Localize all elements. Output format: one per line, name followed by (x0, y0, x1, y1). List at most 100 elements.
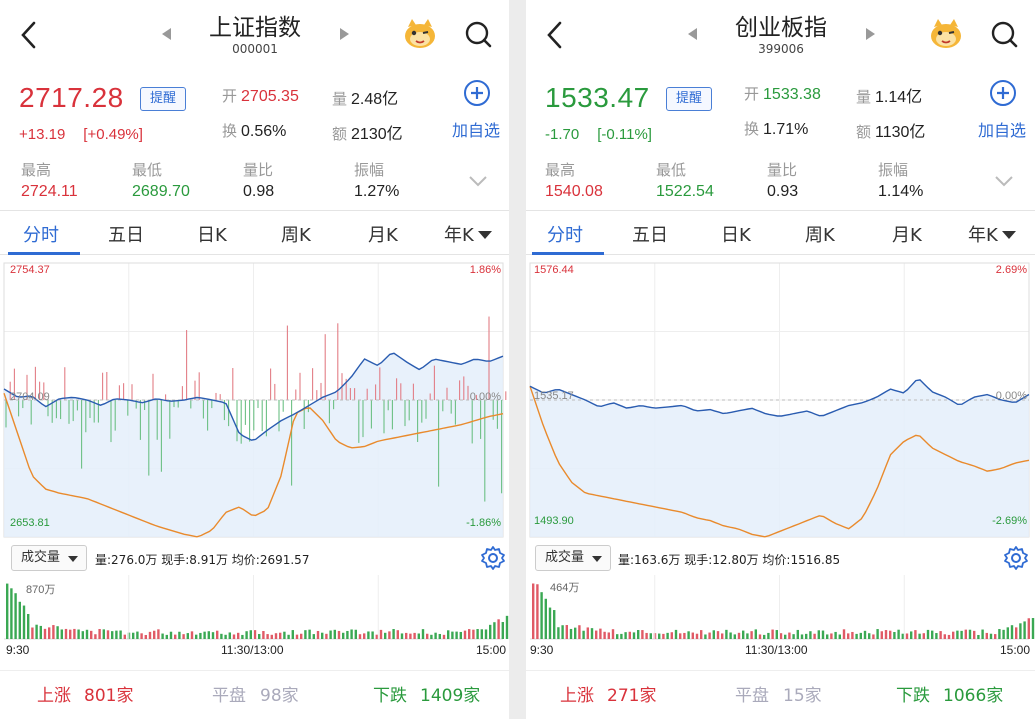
price-area (530, 379, 1029, 537)
volume-up-bar (358, 634, 362, 639)
prev-index-icon[interactable] (688, 28, 697, 40)
price-line (3, 352, 504, 441)
mascot-icon[interactable] (928, 15, 964, 51)
ratio-value: 0.98 (243, 183, 275, 200)
volume-max-label: 870万 (26, 584, 56, 596)
index-code: 000001 (232, 42, 278, 56)
next-index-icon[interactable] (866, 28, 875, 40)
tab-weekly-k[interactable]: 周K (281, 225, 311, 246)
intraday-chart[interactable] (0, 255, 509, 540)
volume-down-bar (447, 630, 450, 639)
tab-yearly-k[interactable]: 年K (444, 221, 492, 247)
volume-up-bar (279, 632, 282, 639)
volume-down-bar (901, 633, 904, 639)
volume-down-bar (574, 627, 577, 639)
dropdown-caret-icon (1001, 231, 1016, 239)
search-icon[interactable] (463, 19, 493, 49)
volume-up-bar (721, 633, 724, 639)
volume-down-bar (658, 633, 661, 639)
remind-button[interactable]: 提醒 (666, 87, 712, 111)
up-count: 801家 (84, 686, 134, 706)
volume-down-bar (687, 631, 690, 639)
volume-down-bar (859, 632, 862, 639)
volume-up-bar (691, 632, 694, 639)
volume-down-bar (111, 631, 114, 639)
high-value: 1540.08 (545, 183, 603, 200)
volume-up-bar (994, 634, 997, 639)
volume-up-bar (182, 634, 185, 639)
volume-bars (532, 583, 1035, 639)
volume-down-bar (476, 629, 479, 639)
prev-index-icon[interactable] (162, 28, 171, 40)
next-index-icon[interactable] (340, 28, 349, 40)
volume-dropdown[interactable]: 成交量 (535, 545, 611, 571)
volume-down-bar (863, 630, 867, 639)
volume-up-bar (463, 630, 467, 639)
volume-up-bar (952, 631, 955, 639)
tab-intraday[interactable]: 分时 (23, 225, 59, 246)
back-arrow-icon[interactable] (544, 20, 566, 50)
tab-monthly-k[interactable]: 月K (892, 225, 922, 246)
volume-up-bar (695, 633, 699, 639)
chevron-down-icon[interactable] (993, 174, 1015, 188)
volume-down-bar (199, 632, 202, 639)
volume-down-bar (729, 632, 732, 639)
chevron-down-icon[interactable] (467, 174, 489, 188)
volume-down-bar (346, 630, 349, 639)
add-watchlist-icon[interactable] (989, 79, 1017, 107)
volume-up-bar (1015, 627, 1018, 639)
volume-down-bar (1002, 629, 1005, 639)
search-icon[interactable] (989, 19, 1019, 49)
volume-up-bar (595, 630, 598, 639)
mascot-icon[interactable] (402, 15, 438, 51)
volume-down-bar (384, 632, 387, 639)
flat-count: 15家 (783, 686, 822, 706)
volume-down-bar (354, 629, 357, 639)
volume-down-bar (1006, 627, 1009, 639)
volume-down-bar (998, 629, 1001, 639)
volume-info: 量:163.6万 现手:12.80万 均价:1516.85 (618, 553, 841, 567)
volume-down-bar (897, 629, 900, 639)
tab-yearly-k[interactable]: 年K (968, 221, 1016, 247)
tab-five-day[interactable]: 五日 (108, 225, 144, 246)
volume-up-bar (266, 634, 269, 639)
volume-up-bar (106, 630, 110, 639)
volume-toolbar: 成交量 量:163.6万 现手:12.80万 均价:1516.85 (526, 542, 1035, 574)
volume-down-bar (582, 630, 585, 639)
volume-down-bar (228, 632, 231, 639)
gear-icon[interactable] (1003, 545, 1029, 571)
volume-up-bar (316, 630, 320, 639)
price-area (4, 353, 503, 537)
volume-down-bar (115, 630, 118, 639)
volume-up-bar (914, 630, 917, 639)
volume-down-bar (754, 629, 757, 639)
add-watchlist-label[interactable]: 加自选 (452, 121, 501, 140)
volume-up-bar (300, 633, 303, 639)
gear-icon[interactable] (480, 545, 506, 571)
change-percent: [+0.49%] (83, 126, 143, 143)
tab-daily-k[interactable]: 日K (197, 225, 227, 246)
axis-top-price: 1576.44 (534, 264, 574, 276)
volume-dropdown[interactable]: 成交量 (11, 545, 87, 571)
volume-down-bar (960, 630, 963, 639)
tab-intraday[interactable]: 分时 (547, 225, 583, 246)
intraday-chart[interactable] (526, 255, 1035, 540)
back-arrow-icon[interactable] (18, 20, 40, 50)
volume-up-bar (603, 631, 606, 639)
volume-up-bar (363, 633, 366, 639)
tab-daily-k[interactable]: 日K (721, 225, 751, 246)
volume-down-bar (333, 629, 336, 639)
add-watchlist-label[interactable]: 加自选 (978, 121, 1027, 140)
tab-five-day[interactable]: 五日 (632, 225, 668, 246)
tab-weekly-k[interactable]: 周K (805, 225, 835, 246)
volume-down-bar (455, 631, 458, 639)
volume-up-bar (153, 630, 156, 639)
remind-button[interactable]: 提醒 (140, 87, 186, 111)
volume-down-bar (312, 634, 315, 639)
volume-info: 量:276.0万 现手:8.91万 均价:2691.57 (95, 553, 310, 567)
volume-down-bar (918, 633, 921, 639)
add-watchlist-icon[interactable] (463, 79, 491, 107)
volume-down-bar (1023, 621, 1026, 639)
volume-down-bar (800, 634, 804, 639)
tab-monthly-k[interactable]: 月K (368, 225, 398, 246)
